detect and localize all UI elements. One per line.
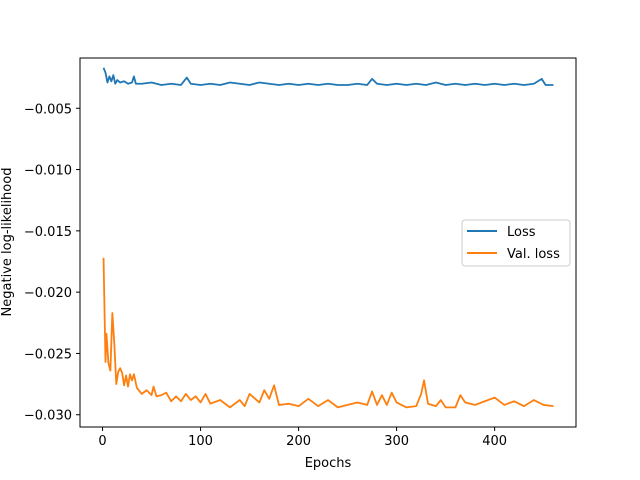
legend-label-loss: Loss bbox=[507, 225, 536, 240]
legend-label-val-loss: Val. loss bbox=[507, 247, 560, 262]
x-tick-label: 100 bbox=[188, 434, 213, 449]
y-axis-label: Negative log-likelihood bbox=[0, 168, 15, 317]
x-tick-label: 400 bbox=[482, 434, 507, 449]
axes-frame bbox=[79, 57, 577, 428]
legend: Loss Val. loss bbox=[461, 219, 571, 267]
x-tick-label: 200 bbox=[286, 434, 311, 449]
y-tick-label: −0.015 bbox=[24, 225, 72, 240]
y-tick-label: −0.005 bbox=[24, 102, 72, 117]
x-tick-label: 300 bbox=[384, 434, 409, 449]
y-tick-label: −0.020 bbox=[24, 286, 72, 301]
x-tick-label: 0 bbox=[98, 434, 106, 449]
y-axis-ticks: −0.005 −0.010 −0.015 −0.020 −0.025 −0.030 bbox=[24, 102, 80, 424]
x-axis-label: Epochs bbox=[305, 456, 352, 471]
x-axis-ticks: 0 100 200 300 400 bbox=[98, 427, 507, 449]
y-tick-label: −0.030 bbox=[24, 409, 72, 424]
series-line-loss bbox=[102, 67, 554, 86]
plot-lines bbox=[102, 67, 554, 409]
y-tick-label: −0.025 bbox=[24, 347, 72, 362]
series-line-val-loss bbox=[102, 257, 554, 409]
y-tick-label: −0.010 bbox=[24, 164, 72, 179]
